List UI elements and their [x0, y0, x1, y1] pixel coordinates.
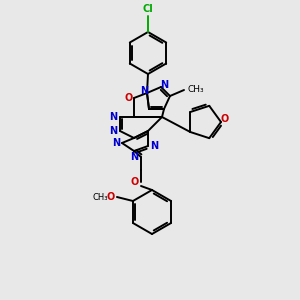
Text: N: N — [109, 126, 117, 136]
Text: CH₃: CH₃ — [92, 193, 108, 202]
Text: N: N — [150, 141, 158, 151]
Text: N: N — [112, 138, 120, 148]
Text: N: N — [130, 152, 138, 162]
Text: N: N — [109, 112, 117, 122]
Text: Cl: Cl — [142, 4, 153, 14]
Text: O: O — [125, 93, 133, 103]
Text: O: O — [107, 192, 115, 202]
Text: O: O — [221, 114, 229, 124]
Text: N: N — [140, 86, 148, 96]
Text: O: O — [131, 177, 139, 187]
Text: CH₃: CH₃ — [187, 85, 204, 94]
Text: N: N — [160, 80, 168, 90]
